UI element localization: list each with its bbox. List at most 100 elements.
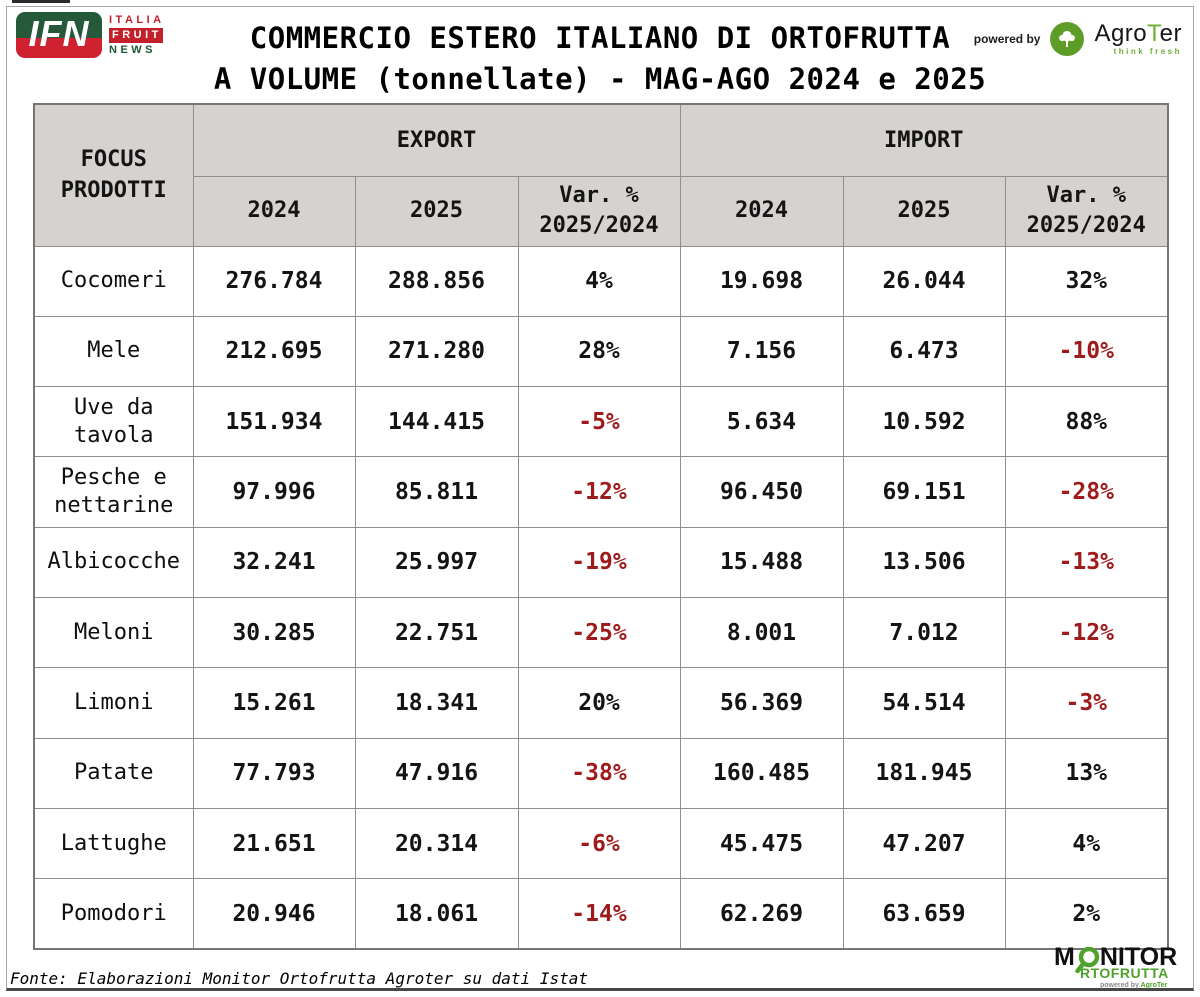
value-cell: -3% — [1004, 667, 1169, 739]
value-cell: 77.793 — [192, 737, 356, 809]
value-cell: 32.241 — [192, 526, 356, 598]
value-cell: 13% — [1004, 737, 1169, 809]
value-cell: 26.044 — [842, 245, 1006, 317]
value-cell: -19% — [517, 526, 681, 598]
table-row: Limoni 15.261 18.341 20% 56.369 54.514 -3% — [33, 667, 1169, 739]
table-row: Uve da tavola 151.934 144.415 -5% 5.634 10.59… — [33, 386, 1169, 458]
product-cell: Meloni — [33, 596, 194, 669]
monitor-powered-by: powered by AgroTer — [1100, 982, 1168, 989]
value-cell: 4% — [517, 245, 681, 317]
value-cell: 32% — [1004, 245, 1169, 317]
export-year-2024-header: 2024 — [192, 175, 356, 247]
export-header: EXPORT — [192, 103, 681, 177]
ifn-acronym: IFN — [28, 12, 90, 54]
value-cell: 97.996 — [192, 456, 356, 528]
value-cell: 47.207 — [842, 807, 1006, 880]
value-cell: 18.061 — [354, 878, 519, 950]
value-cell: 10.592 — [842, 386, 1006, 458]
ifn-logo: IFN ITALIA FRUIT NEWS — [16, 12, 165, 58]
source-note: Fonte: Elaborazioni Monitor Ortofrutta A… — [10, 969, 588, 988]
value-cell: 181.945 — [842, 737, 1006, 809]
magnifier-icon — [1075, 946, 1100, 974]
product-cell: Mele — [33, 315, 194, 388]
value-cell: 160.485 — [679, 737, 844, 809]
product-cell: Lattughe — [33, 807, 194, 880]
title-line-1: COMMERCIO ESTERO ITALIANO DI ORTOFRUTTA — [249, 21, 951, 55]
monitor-m: M — [1054, 943, 1075, 971]
top-edge-mark — [12, 0, 70, 3]
import-header: IMPORT — [679, 103, 1169, 177]
corner-line-2: PRODOTTI — [60, 178, 167, 204]
header: IFN ITALIA FRUIT NEWS COMMERCIO ESTERO I… — [14, 10, 1186, 102]
value-cell: 212.695 — [192, 315, 356, 388]
table-row: Cocomeri 276.784 288.856 4% 19.698 26.044 32% — [33, 245, 1169, 317]
value-cell: -5% — [517, 386, 681, 458]
value-cell: 45.475 — [679, 807, 844, 880]
value-cell: -12% — [517, 456, 681, 528]
value-cell: -10% — [1004, 315, 1169, 388]
value-cell: -12% — [1004, 596, 1169, 669]
value-cell: 15.488 — [679, 526, 844, 598]
value-cell: 69.151 — [842, 456, 1006, 528]
value-cell: 54.514 — [842, 667, 1006, 739]
value-cell: 271.280 — [354, 315, 519, 388]
agroter-wordmark: AgroTer think fresh — [1094, 22, 1182, 56]
ifn-news-label: NEWS — [109, 44, 156, 56]
corner-header: FOCUS PRODOTTI — [33, 103, 194, 247]
agroter-tree-icon — [1050, 22, 1085, 56]
table-row: Meloni 30.285 22.751 -25% 8.001 7.012 -12% — [33, 596, 1169, 669]
value-cell: 20% — [517, 667, 681, 739]
value-cell: 20.946 — [192, 878, 356, 950]
table-row: Pomodori 20.946 18.061 -14% 62.269 63.659 2% — [33, 878, 1169, 950]
monitor-rtofrutta: RTOFRUTTA — [1080, 965, 1169, 981]
value-cell: 151.934 — [192, 386, 356, 458]
value-cell: 63.659 — [842, 878, 1006, 950]
value-cell: 21.651 — [192, 807, 356, 880]
import-year-2024-header: 2024 — [679, 175, 844, 247]
export-year-2025-header: 2025 — [354, 175, 519, 247]
value-cell: -13% — [1004, 526, 1169, 598]
value-cell: 5.634 — [679, 386, 844, 458]
product-cell: Albicocche — [33, 526, 194, 598]
table-row: Lattughe 21.651 20.314 -6% 45.475 47.207 4% — [33, 807, 1169, 880]
value-cell: 4% — [1004, 807, 1169, 880]
ifn-wordmark: ITALIA FRUIT NEWS — [109, 12, 165, 58]
table-body: Cocomeri 276.784 288.856 4% 19.698 26.044 32% M… — [33, 245, 1169, 950]
value-cell: -28% — [1004, 456, 1169, 528]
agroter-prefix: Agro — [1094, 20, 1148, 47]
agroter-t: T — [1147, 20, 1160, 47]
table-row: Albicocche 32.241 25.997 -19% 15.488 13.506 -1… — [33, 526, 1169, 598]
value-cell: 56.369 — [679, 667, 844, 739]
table-row: Mele 212.695 271.280 28% 7.156 6.473 -10% — [33, 315, 1169, 388]
ifn-badge-icon: IFN — [16, 12, 102, 58]
ifn-fruit-label: FRUIT — [109, 28, 163, 43]
ifn-italia-label: ITALIA — [109, 14, 165, 26]
product-cell: Cocomeri — [33, 245, 194, 317]
trade-table: FOCUS PRODOTTI EXPORT IMPORT 2024 2025 V… — [33, 103, 1170, 950]
agroter-suffix: er — [1159, 20, 1182, 47]
value-cell: 28% — [517, 315, 681, 388]
table-row: Patate 77.793 47.916 -38% 160.485 181.945 13% — [33, 737, 1169, 809]
value-cell: 22.751 — [354, 596, 519, 669]
value-cell: 7.156 — [679, 315, 844, 388]
value-cell: -6% — [517, 807, 681, 880]
import-var-header: Var. % 2025/2024 — [1004, 175, 1169, 247]
value-cell: 85.811 — [354, 456, 519, 528]
product-cell: Pomodori — [33, 878, 194, 950]
product-cell: Pesche e nettarine — [33, 456, 194, 528]
value-cell: 62.269 — [679, 878, 844, 950]
value-cell: 15.261 — [192, 667, 356, 739]
value-cell: 13.506 — [842, 526, 1006, 598]
value-cell: 6.473 — [842, 315, 1006, 388]
product-cell: Limoni — [33, 667, 194, 739]
value-cell: 25.997 — [354, 526, 519, 598]
value-cell: 8.001 — [679, 596, 844, 669]
title-line-2: A VOLUME (tonnellate) - MAG-AGO 2024 e 2… — [213, 62, 987, 96]
agroter-tagline: think fresh — [1113, 47, 1182, 56]
monitor-nitor: NITOR — [1099, 943, 1178, 971]
value-cell: 2% — [1004, 878, 1169, 950]
value-cell: 47.916 — [354, 737, 519, 809]
value-cell: 19.698 — [679, 245, 844, 317]
value-cell: 30.285 — [192, 596, 356, 669]
value-cell: -38% — [517, 737, 681, 809]
